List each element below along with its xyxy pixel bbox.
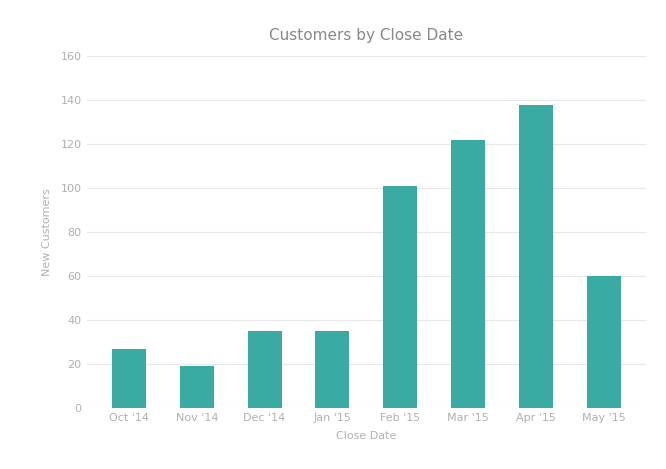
X-axis label: Close Date: Close Date [336,431,396,441]
Bar [248,331,282,408]
Bar [180,366,214,408]
Bar [519,105,553,408]
Bar [587,276,621,408]
Bar [383,186,417,408]
Title: Customers by Close Date: Customers by Close Date [269,28,464,43]
Bar [112,348,146,408]
Y-axis label: New Customers: New Customers [42,188,52,276]
Bar [316,331,350,408]
Bar [451,140,485,408]
